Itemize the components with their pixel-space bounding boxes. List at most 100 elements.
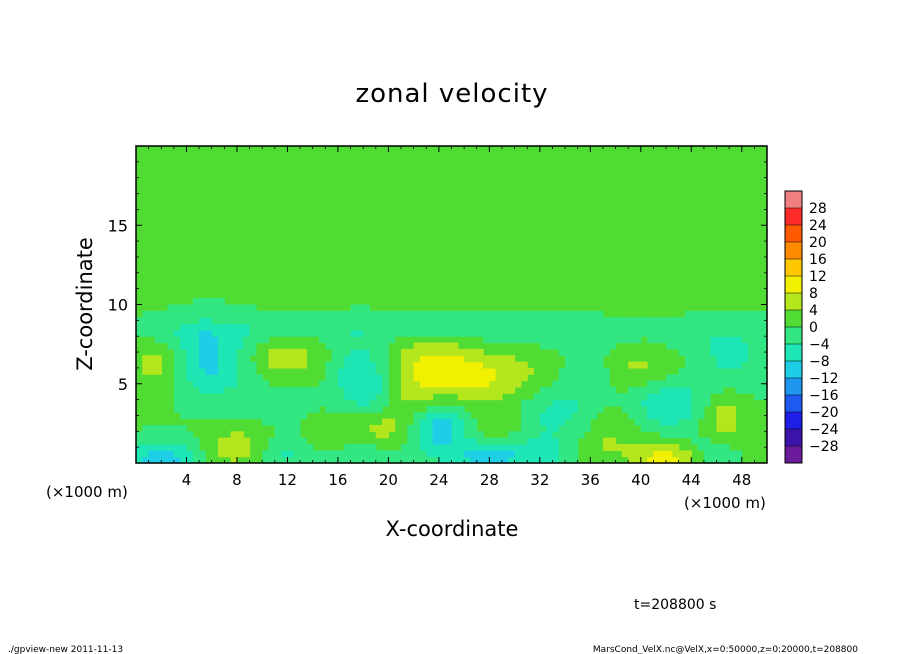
heatmap-cell — [281, 317, 289, 325]
heatmap-cell — [356, 405, 364, 413]
heatmap-cell — [470, 418, 478, 426]
heatmap-cell — [224, 374, 232, 382]
heatmap-cell — [192, 329, 200, 337]
heatmap-cell — [716, 424, 724, 432]
heatmap-cell — [565, 380, 572, 388]
heatmap-cell — [445, 342, 453, 350]
heatmap-cell — [407, 450, 415, 458]
heatmap-cell — [344, 386, 352, 394]
heatmap-cell — [546, 456, 554, 464]
heatmap-cell — [628, 336, 636, 344]
heatmap-cell — [192, 393, 200, 401]
heatmap-cell — [546, 431, 554, 439]
heatmap-cell — [419, 431, 427, 439]
heatmap-cell — [243, 380, 251, 388]
heatmap-cell — [520, 443, 528, 451]
heatmap-cell — [243, 323, 251, 331]
heatmap-cell — [735, 456, 743, 464]
heatmap-cell — [565, 437, 572, 445]
heatmap-cell — [375, 399, 383, 407]
heatmap-cell — [173, 367, 181, 375]
heatmap-cell — [186, 412, 194, 420]
heatmap-cell — [659, 450, 667, 458]
heatmap-cell — [401, 329, 408, 337]
heatmap-cell — [192, 405, 200, 413]
heatmap-cell — [640, 329, 648, 337]
x-tick-label: 12 — [278, 471, 297, 489]
heatmap-cell — [426, 443, 434, 451]
x-tick-label: 4 — [182, 471, 192, 489]
heatmap-cell — [218, 380, 225, 388]
heatmap-cell — [262, 450, 270, 458]
heatmap-cell — [331, 310, 339, 318]
heatmap-cell — [501, 317, 509, 325]
heatmap-cell — [375, 317, 383, 325]
heatmap-cell — [438, 361, 446, 369]
heatmap-cell — [337, 348, 345, 356]
heatmap-cell — [173, 405, 181, 413]
heatmap-cell — [306, 310, 314, 318]
heatmap-cell — [224, 393, 232, 401]
heatmap-cell — [697, 374, 705, 382]
heatmap-cell — [571, 450, 579, 458]
heatmap-cell — [287, 424, 295, 432]
heatmap-cell — [451, 456, 459, 464]
heatmap-cell — [199, 361, 207, 369]
heatmap-cell — [710, 336, 718, 344]
heatmap-cell — [274, 317, 282, 325]
x-tick-label: 36 — [581, 471, 600, 489]
heatmap-cell — [590, 317, 598, 325]
heatmap-cell — [192, 310, 200, 318]
heatmap-cell — [729, 418, 737, 426]
heatmap-cell — [325, 399, 333, 407]
heatmap-cell — [167, 424, 175, 432]
heatmap-cell — [577, 374, 585, 382]
heatmap-cell — [445, 367, 453, 375]
heatmap-cell — [741, 355, 749, 363]
heatmap-cell — [451, 443, 459, 451]
heatmap-cell — [464, 456, 472, 464]
heatmap-cell — [552, 386, 560, 394]
heatmap-cell — [218, 336, 225, 344]
heatmap-cell — [647, 336, 655, 344]
heatmap-cell — [495, 323, 503, 331]
heatmap-cell — [590, 329, 598, 337]
heatmap-cell — [224, 405, 232, 413]
heatmap-cell — [274, 323, 282, 331]
heatmap-cell — [167, 342, 175, 350]
heatmap-cell — [697, 412, 705, 420]
heatmap-cell — [356, 380, 364, 388]
heatmap-cell — [268, 443, 276, 451]
heatmap-cell — [255, 317, 263, 325]
heatmap-cell — [501, 456, 509, 464]
heatmap-cell — [691, 342, 699, 350]
heatmap-cell — [350, 348, 358, 356]
heatmap-cell — [306, 399, 314, 407]
heatmap-cell — [180, 431, 188, 439]
heatmap-cell — [672, 374, 680, 382]
heatmap-cell — [287, 412, 295, 420]
heatmap-cell — [678, 367, 686, 375]
heatmap-cell — [268, 329, 276, 337]
x-axis-unit-left: (×1000 m) — [46, 483, 128, 501]
heatmap-cell — [596, 355, 604, 363]
colorbar-label: −28 — [809, 439, 839, 455]
heatmap-cell — [678, 412, 686, 420]
heatmap-cell — [173, 437, 181, 445]
heatmap-cell — [287, 393, 295, 401]
heatmap-cell — [236, 355, 244, 363]
heatmap-cell — [249, 412, 257, 420]
heatmap-cell — [249, 361, 257, 369]
heatmap-cell — [230, 342, 238, 350]
heatmap-cell — [640, 361, 648, 369]
heatmap-cell — [287, 443, 295, 451]
x-axis-ticks: 4 8 12 16 20 24 28 32 36 40 44 48 — [148, 146, 755, 489]
heatmap-cell — [470, 361, 478, 369]
heatmap-cell — [584, 329, 591, 337]
heatmap-cell — [634, 399, 642, 407]
heatmap-cell — [558, 336, 566, 344]
heatmap-cell — [211, 367, 219, 375]
heatmap-cell — [306, 393, 314, 401]
heatmap-cell — [489, 443, 497, 451]
heatmap-cell — [325, 342, 333, 350]
